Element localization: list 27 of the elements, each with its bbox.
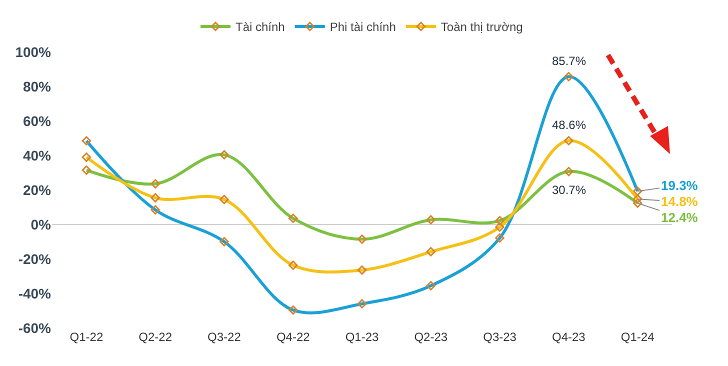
y-tick-label: 40% [22, 147, 52, 164]
x-tick-label: Q1-24 [620, 330, 655, 344]
x-tick-label: Q3-23 [483, 330, 517, 344]
y-tick-label: -40% [18, 285, 52, 302]
y-tick-label: -20% [18, 250, 52, 267]
y-tick-label: 80% [22, 78, 52, 94]
y-tick-label: 100% [15, 44, 52, 60]
x-tick-label: Q1-23 [345, 330, 379, 344]
x-tick-label: Q4-23 [552, 330, 586, 344]
y-tick-label: 0% [30, 216, 52, 232]
data-label: 19.3% [661, 178, 698, 193]
legend-label: Toàn thị trường [440, 20, 523, 34]
legend-label: Phi tài chính [330, 20, 396, 34]
data-label: 48.6% [552, 118, 586, 132]
x-tick-label: Q2-22 [138, 330, 172, 344]
y-tick-label: 20% [22, 182, 52, 198]
data-label: 30.7% [552, 183, 586, 197]
x-tick-label: Q4-22 [276, 330, 310, 344]
y-tick-label: 60% [22, 112, 52, 129]
x-tick-label: Q1-22 [70, 330, 104, 344]
x-tick-label: Q3-22 [208, 330, 242, 344]
data-label: 14.8% [661, 194, 698, 209]
y-tick-label: -60% [18, 320, 52, 336]
x-tick-label: Q2-23 [414, 330, 448, 344]
data-label: 12.4% [661, 210, 698, 225]
data-label: 85.7% [552, 54, 586, 68]
legend-label: Tài chính [236, 20, 285, 34]
